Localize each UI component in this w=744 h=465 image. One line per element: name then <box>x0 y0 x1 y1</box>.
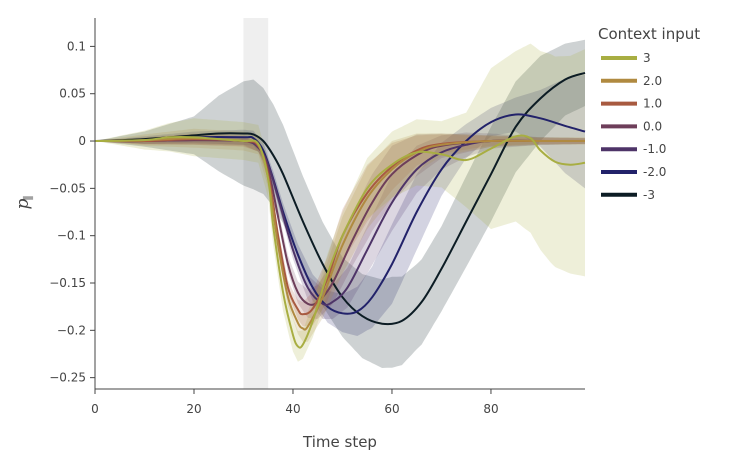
confidence-band-0.0 <box>95 133 585 319</box>
legend-label-3: 3 <box>643 51 651 65</box>
y-tick-label: 0 <box>78 134 86 148</box>
legend: Context input 3 2.0 1.0 0.0 -1.0 -2.0 -3 <box>598 25 700 202</box>
series-line-3 <box>94 134 586 349</box>
legend-label-2.0: 2.0 <box>643 74 662 88</box>
y-axis-title-main: p <box>13 199 33 210</box>
y-tick-label: −0.15 <box>49 276 86 290</box>
series-line--2.0 <box>94 113 586 315</box>
x-tick-label: 40 <box>285 402 300 416</box>
axes-layer: 0.1 0.05 0 −0.05 −0.1 −0.15 −0.2 −0.25 0 20 40 60 80 <box>49 18 585 416</box>
legend-label--3: -3 <box>643 188 655 202</box>
x-tick-label: 20 <box>186 402 201 416</box>
confidence-band-3 <box>95 43 585 362</box>
legend-label--2.0: -2.0 <box>643 165 666 179</box>
x-tick-label: 60 <box>384 402 399 416</box>
y-tick-label: 0.05 <box>59 87 86 101</box>
series-lines-layer <box>94 71 586 349</box>
legend-label--1.0: -1.0 <box>643 142 666 156</box>
confidence-band--1.0 <box>95 132 585 319</box>
highlight-band <box>243 18 269 389</box>
y-tick-label: −0.25 <box>49 371 86 385</box>
y-axis-title: p ∥ <box>13 195 35 209</box>
series-line--3 <box>94 71 586 326</box>
y-tick-label: −0.1 <box>57 229 86 243</box>
confidence-band-1.0 <box>95 133 585 327</box>
confidence-bands-layer <box>95 39 585 369</box>
confidence-band--3 <box>95 39 585 369</box>
y-tick-label: −0.05 <box>49 181 86 195</box>
legend-label-1.0: 1.0 <box>643 97 662 111</box>
x-tick-label: 80 <box>483 402 498 416</box>
highlight-band-layer <box>243 18 269 389</box>
legend-title: Context input <box>598 25 700 43</box>
confidence-band-2.0 <box>95 128 585 342</box>
x-tick-label: 0 <box>91 402 99 416</box>
x-axis-title: Time step <box>302 433 377 451</box>
y-axis-title-subscript: ∥ <box>22 195 35 200</box>
y-tick-label: −0.2 <box>57 323 86 337</box>
legend-label-0.0: 0.0 <box>643 119 662 133</box>
y-tick-label: 0.1 <box>67 39 86 53</box>
